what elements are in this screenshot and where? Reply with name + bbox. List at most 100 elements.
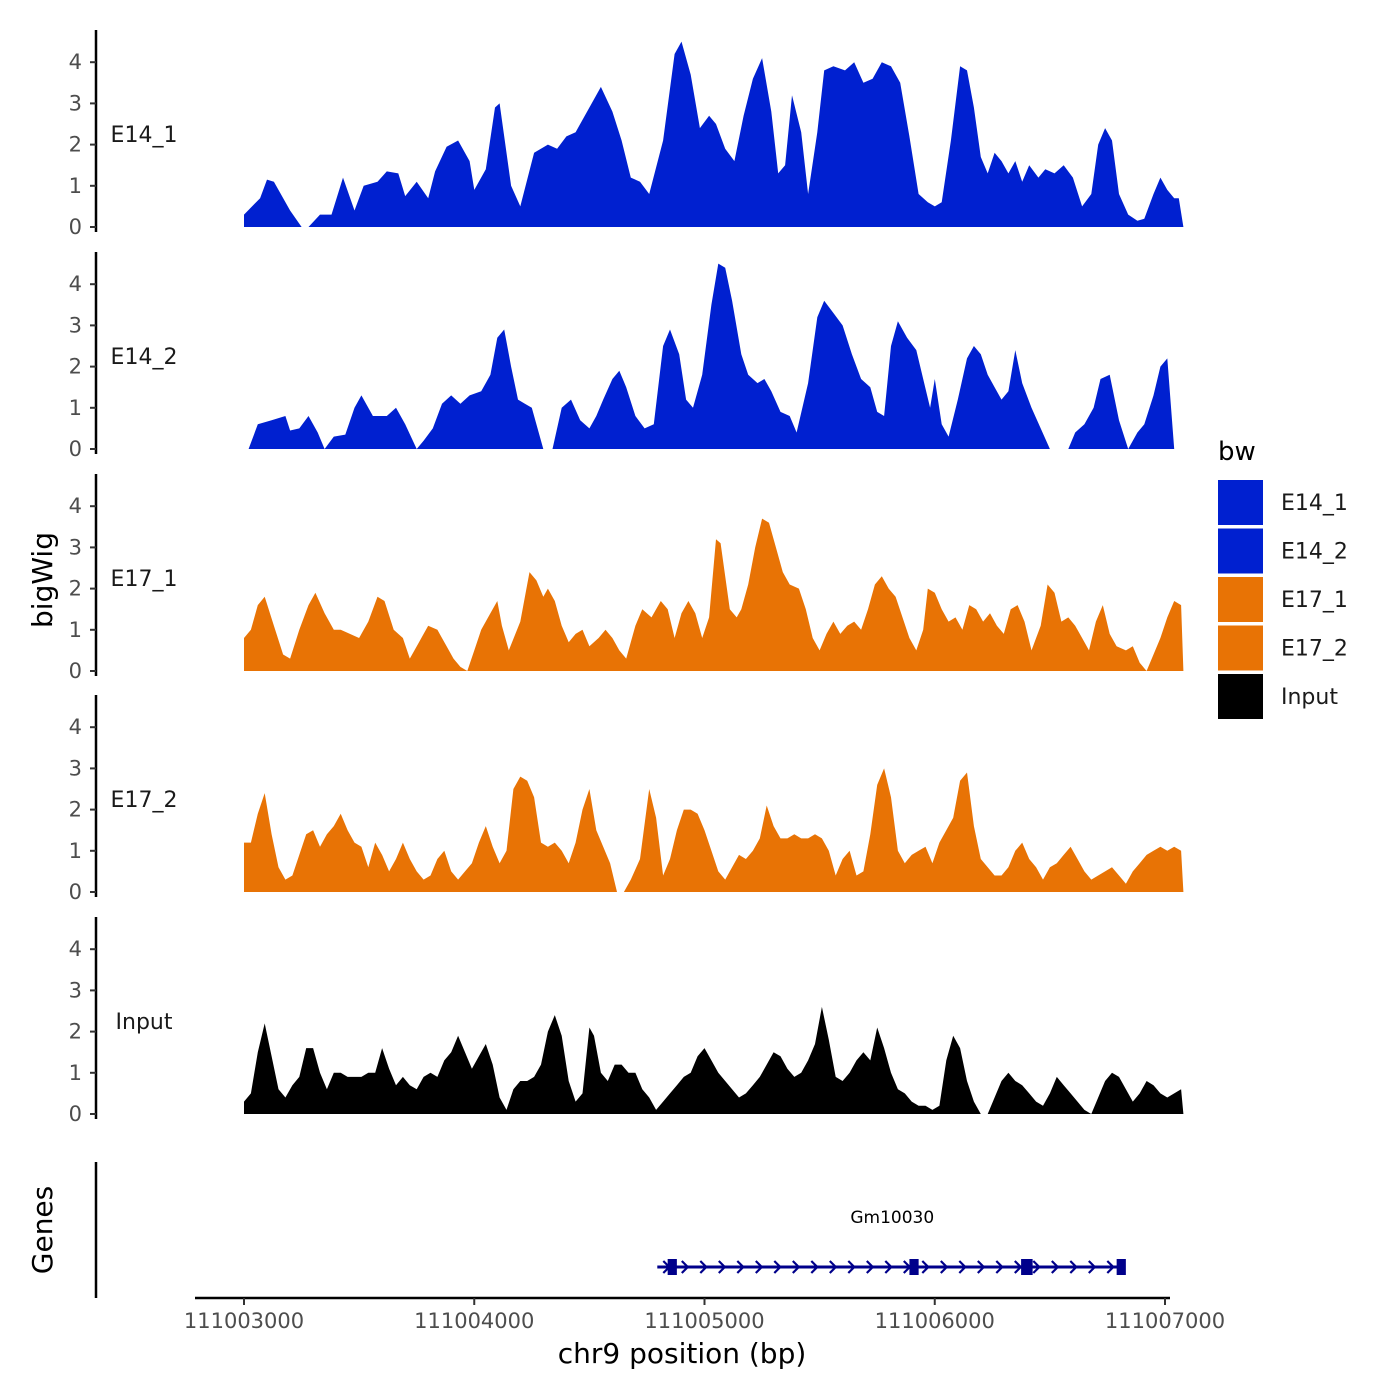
legend-label: E14_1 bbox=[1281, 491, 1348, 516]
signal-area-Input bbox=[244, 1006, 1184, 1114]
signal-area-E14_1 bbox=[244, 41, 1184, 227]
genes-panel: Genes Gm10030 bbox=[26, 1162, 1126, 1298]
strand-arrow bbox=[736, 1260, 745, 1274]
x-ticks: 111003000 111004000 111005000 111006000 1110… bbox=[184, 1298, 1225, 1333]
gene-exon bbox=[909, 1259, 919, 1275]
strand-arrow bbox=[718, 1260, 727, 1274]
legend-item-E14_1: E14_1 bbox=[1218, 480, 1348, 525]
legend-item-Input: Input bbox=[1218, 674, 1338, 719]
strand-arrow bbox=[755, 1260, 764, 1274]
gene-name-label: Gm10030 bbox=[850, 1208, 934, 1228]
x-tick-label: 111003000 bbox=[184, 1309, 304, 1333]
legend-item-E17_2: E17_2 bbox=[1218, 625, 1348, 671]
legend-title: bw bbox=[1218, 437, 1256, 467]
strand-arrow bbox=[921, 1260, 930, 1274]
strand-arrow bbox=[977, 1260, 986, 1274]
y-tick-label: 3 bbox=[69, 91, 82, 115]
y-axis-title: bigWig bbox=[26, 532, 59, 628]
legend-label: Input bbox=[1281, 685, 1338, 710]
legend-label: E17_2 bbox=[1281, 637, 1348, 662]
strand-arrow bbox=[792, 1260, 801, 1274]
strand-arrow bbox=[1032, 1260, 1041, 1274]
x-axis-title: chr9 position (bp) bbox=[558, 1337, 807, 1370]
strand-arrow bbox=[1088, 1260, 1097, 1274]
strand-arrow bbox=[1069, 1260, 1078, 1274]
strand-arrow bbox=[884, 1260, 893, 1274]
strand-arrow bbox=[995, 1260, 1004, 1274]
x-tick-label: 111004000 bbox=[414, 1309, 534, 1333]
track-Input: 0 1 2 3 4 Input bbox=[69, 917, 1184, 1126]
track-E17_2: 0 1 2 3 4 E17_2 bbox=[69, 695, 1184, 904]
gene-exon bbox=[1021, 1259, 1033, 1275]
track-panels: 0 1 2 3 4 E14_1 0 1 2 3 4 E14_2 0 1 2 3 4 E17_1 0 1 2 3 4 E17_2… bbox=[69, 30, 1184, 1126]
y-tick-label: 3 bbox=[69, 978, 82, 1002]
y-tick-label: 2 bbox=[69, 1020, 82, 1044]
y-tick-label: 1 bbox=[69, 1061, 82, 1085]
track-E17_1: 0 1 2 3 4 E17_1 bbox=[69, 474, 1184, 683]
track-E14_1: 0 1 2 3 4 E14_1 bbox=[69, 30, 1184, 239]
signal-area-E14_2 bbox=[248, 263, 1175, 449]
strand-arrow bbox=[958, 1260, 967, 1274]
y-tick-label: 2 bbox=[69, 577, 82, 601]
y-tick-label: 0 bbox=[69, 659, 82, 683]
strand-arrow bbox=[1051, 1260, 1060, 1274]
legend-swatch bbox=[1218, 528, 1263, 574]
x-tick-label: 111006000 bbox=[875, 1309, 995, 1333]
strand-arrow bbox=[1106, 1260, 1115, 1274]
strand-arrow bbox=[681, 1260, 690, 1274]
genes-axis-title: Genes bbox=[26, 1186, 59, 1274]
y-tick-label: 3 bbox=[69, 313, 82, 337]
y-tick-label: 2 bbox=[69, 133, 82, 157]
y-tick-label: 3 bbox=[69, 756, 82, 780]
legend-swatch bbox=[1218, 577, 1263, 622]
strand-arrow bbox=[810, 1260, 819, 1274]
x-axis: 111003000 111004000 111005000 111006000 1110… bbox=[184, 1296, 1225, 1370]
legend-swatch bbox=[1218, 674, 1263, 719]
y-tick-label: 4 bbox=[69, 494, 82, 518]
y-tick-label: 0 bbox=[69, 437, 82, 461]
track-E14_2: 0 1 2 3 4 E14_2 bbox=[69, 252, 1175, 461]
legend-items: E14_1 E14_2 E17_1 E17_2 Input bbox=[1218, 480, 1348, 719]
y-tick-label: 0 bbox=[69, 1102, 82, 1126]
track-label: E17_2 bbox=[111, 788, 178, 813]
legend-label: E14_2 bbox=[1281, 540, 1348, 565]
y-tick-label: 4 bbox=[69, 715, 82, 739]
y-tick-label: 2 bbox=[69, 355, 82, 379]
y-tick-label: 0 bbox=[69, 880, 82, 904]
gene-track: Gm10030 bbox=[657, 1208, 1126, 1275]
legend: bw E14_1 E14_2 E17_1 E17_2 Input bbox=[1218, 437, 1348, 719]
gene-exon bbox=[667, 1259, 677, 1275]
y-tick-label: 4 bbox=[69, 272, 82, 296]
track-label: E17_1 bbox=[111, 567, 178, 592]
strand-arrow bbox=[829, 1260, 838, 1274]
y-tick-label: 0 bbox=[69, 215, 82, 239]
strand-arrow bbox=[866, 1260, 875, 1274]
strand-arrow bbox=[773, 1260, 782, 1274]
y-tick-label: 4 bbox=[69, 937, 82, 961]
y-tick-label: 3 bbox=[69, 535, 82, 559]
track-label: Input bbox=[116, 1010, 173, 1035]
strand-arrow bbox=[1014, 1260, 1023, 1274]
x-tick-label: 111005000 bbox=[644, 1309, 764, 1333]
legend-item-E14_2: E14_2 bbox=[1218, 528, 1348, 574]
y-tick-label: 2 bbox=[69, 798, 82, 822]
track-label: E14_2 bbox=[111, 345, 178, 370]
strand-arrow bbox=[699, 1260, 708, 1274]
legend-swatch bbox=[1218, 480, 1263, 525]
track-label: E14_1 bbox=[111, 123, 178, 148]
gene-exon bbox=[1116, 1259, 1126, 1275]
legend-swatch bbox=[1218, 625, 1263, 671]
x-tick-label: 111007000 bbox=[1105, 1309, 1225, 1333]
y-tick-label: 1 bbox=[69, 839, 82, 863]
strand-arrow bbox=[940, 1260, 949, 1274]
signal-area-E17_2 bbox=[244, 768, 1184, 892]
y-tick-label: 4 bbox=[69, 50, 82, 74]
strand-arrow bbox=[847, 1260, 856, 1274]
y-tick-label: 1 bbox=[69, 618, 82, 642]
y-tick-label: 1 bbox=[69, 396, 82, 420]
y-tick-label: 1 bbox=[69, 174, 82, 198]
signal-area-E17_1 bbox=[244, 518, 1184, 671]
legend-item-E17_1: E17_1 bbox=[1218, 577, 1348, 622]
legend-label: E17_1 bbox=[1281, 588, 1348, 613]
